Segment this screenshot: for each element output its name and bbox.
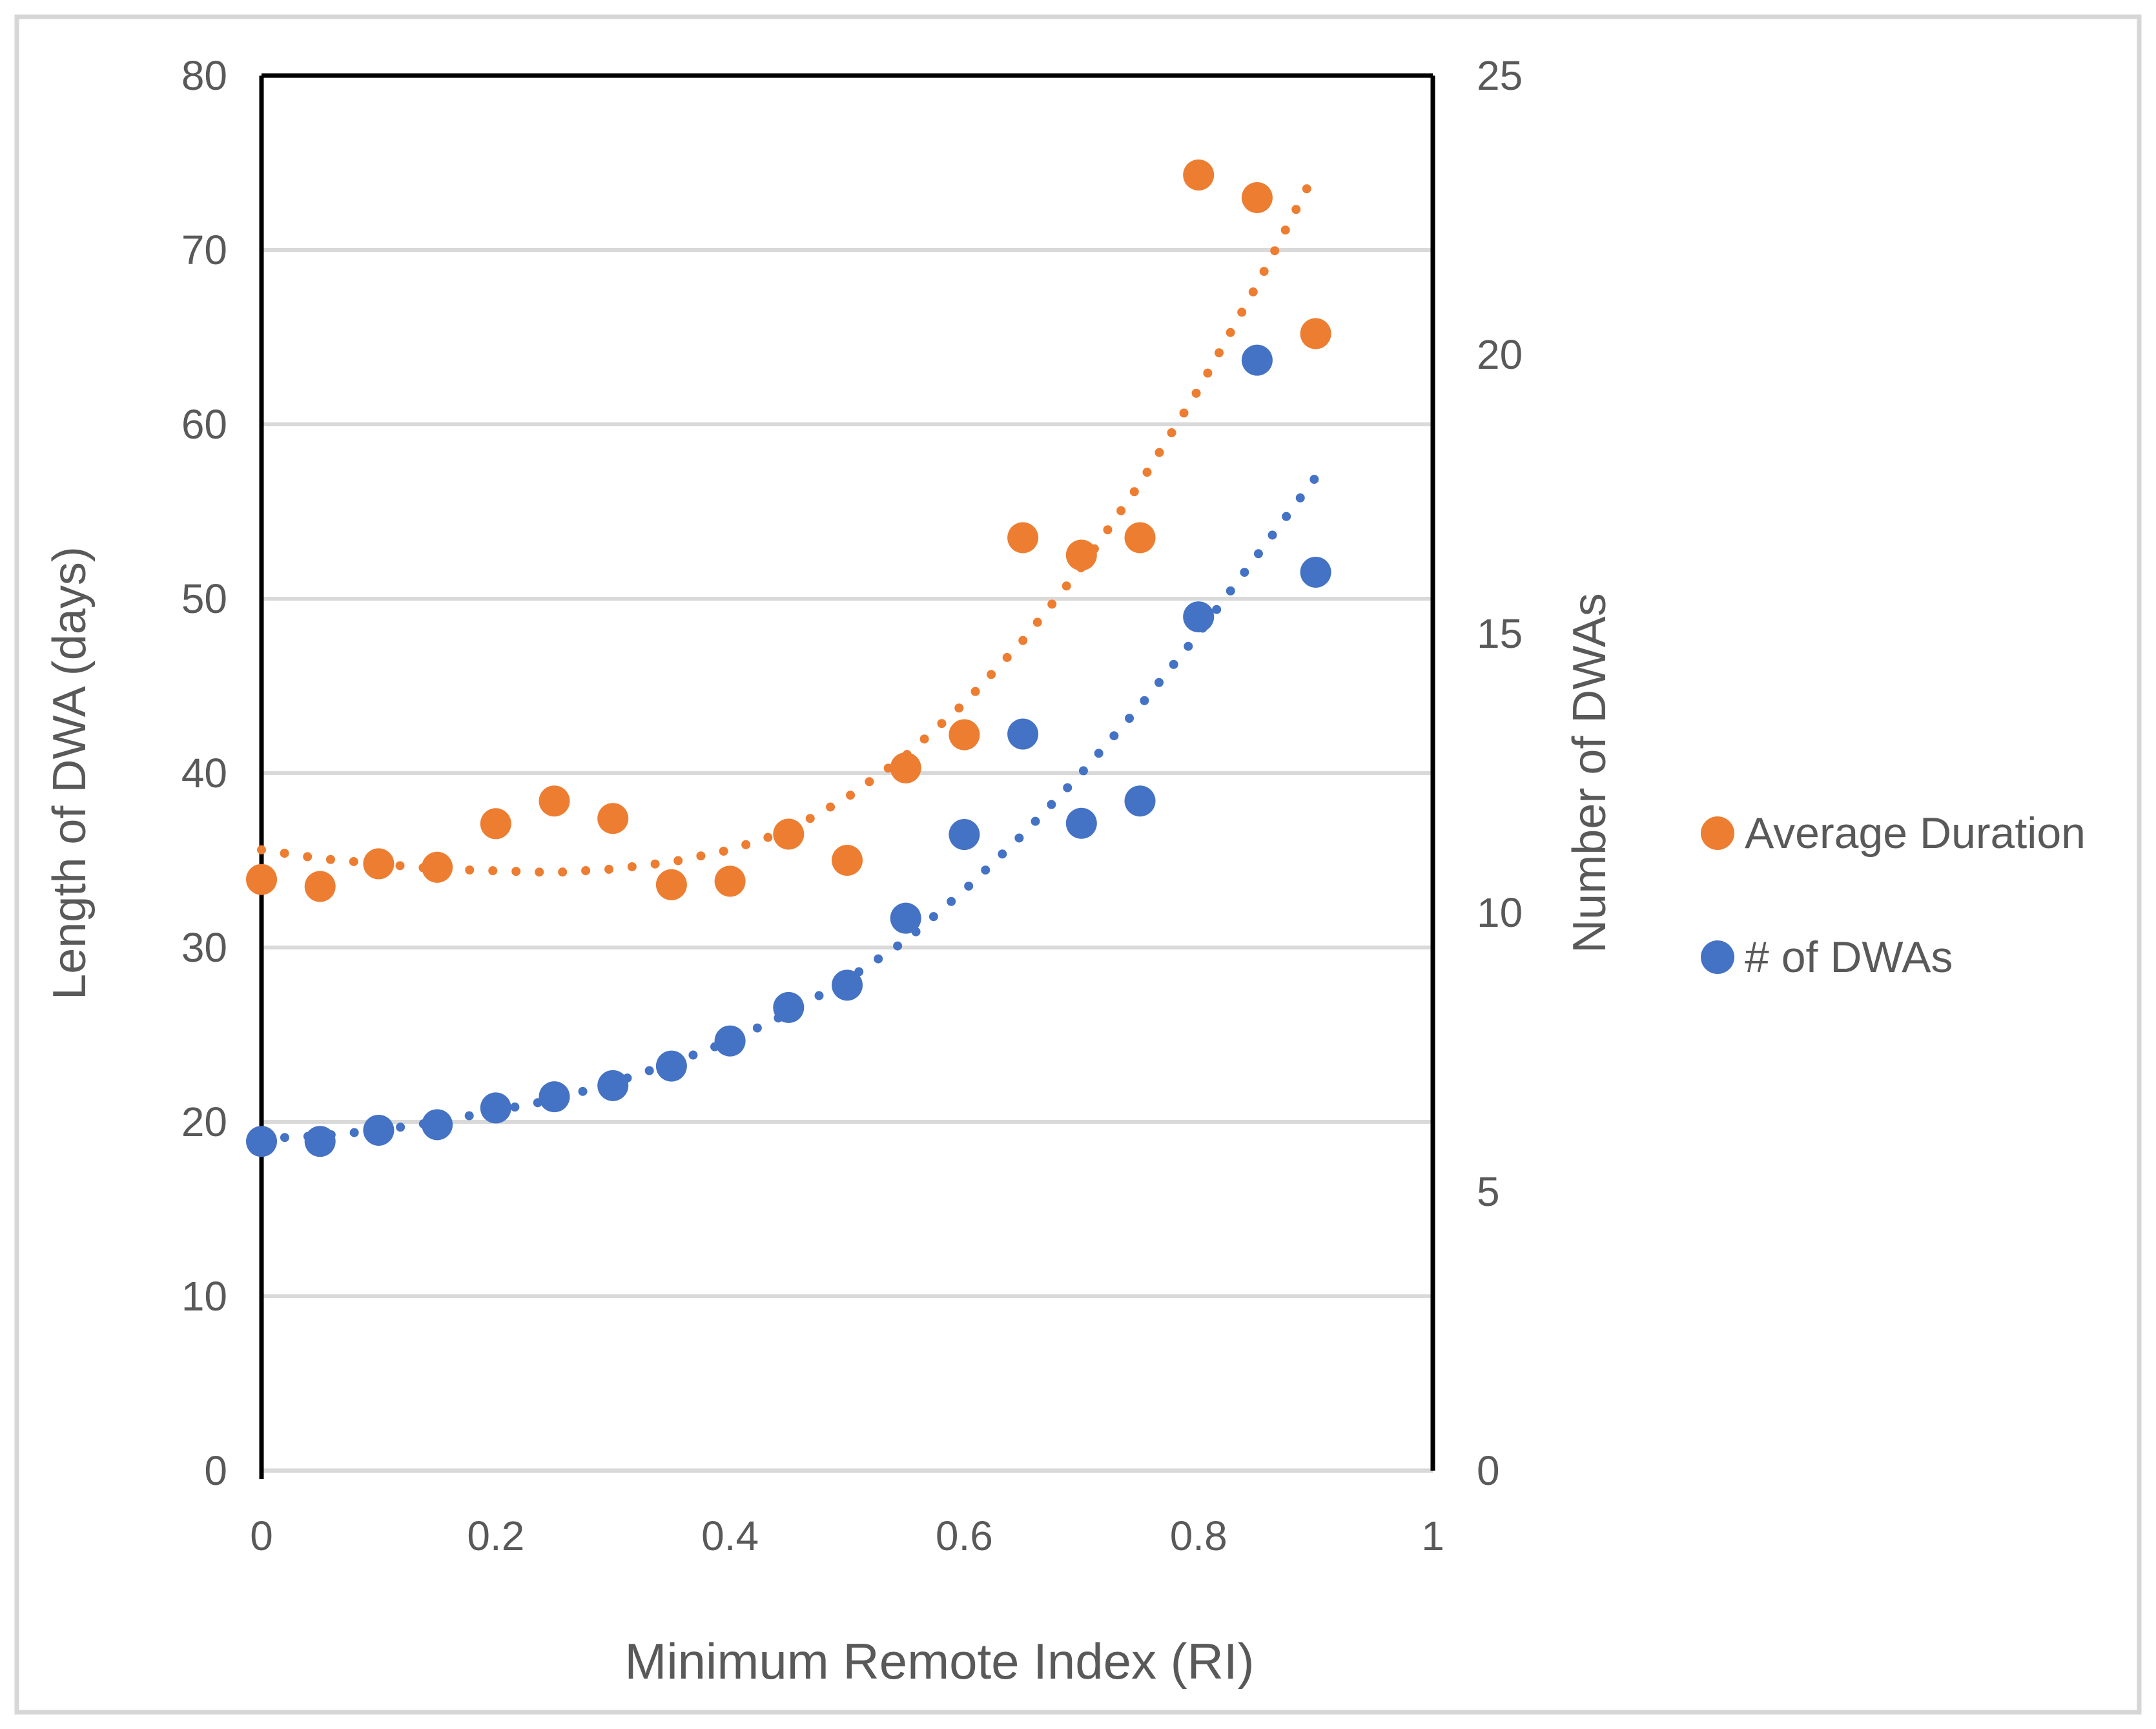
data-point-dwas — [773, 991, 805, 1023]
legend-label: Average Duration — [1745, 809, 2086, 858]
data-point-duration — [773, 818, 805, 850]
y-right-tick-label: 20 — [1477, 331, 1523, 378]
data-point-duration — [890, 752, 921, 783]
data-point-dwas — [422, 1109, 453, 1141]
y-left-tick-label: 0 — [204, 1447, 227, 1494]
data-point-dwas — [246, 1126, 277, 1157]
y-right-tick-label: 0 — [1477, 1447, 1500, 1494]
y-left-tick-label: 80 — [181, 52, 227, 99]
chart-border — [14, 14, 2142, 1715]
data-point-dwas — [714, 1025, 746, 1057]
data-point-duration — [1065, 539, 1097, 571]
x-tick-label: 0.8 — [1170, 1513, 1227, 1559]
data-point-duration — [539, 785, 570, 817]
data-point-dwas — [890, 902, 921, 934]
legend-marker-dwas — [1701, 940, 1734, 974]
y-right-axis-title: Number of DWAs — [1564, 593, 1616, 953]
y-left-tick-label: 60 — [181, 401, 227, 448]
data-point-duration — [363, 848, 395, 880]
data-point-duration — [949, 719, 980, 751]
y-right-tick-label: 5 — [1477, 1168, 1500, 1215]
x-tick-label: 1 — [1421, 1513, 1444, 1559]
legend-marker-duration — [1701, 816, 1734, 850]
y-left-tick-label: 20 — [181, 1099, 227, 1145]
data-point-duration — [480, 808, 511, 840]
data-point-duration — [1183, 159, 1215, 191]
x-tick-label: 0.6 — [936, 1513, 993, 1559]
y-left-tick-label: 70 — [181, 227, 227, 273]
data-point-duration — [304, 871, 336, 902]
y-left-tick-label: 40 — [181, 750, 227, 796]
data-point-dwas — [949, 819, 980, 851]
y-left-tick-label: 30 — [181, 924, 227, 971]
data-point-dwas — [539, 1081, 570, 1113]
data-point-dwas — [1065, 807, 1097, 839]
data-point-dwas — [1124, 785, 1156, 817]
data-point-dwas — [363, 1114, 395, 1146]
x-tick-label: 0.2 — [467, 1513, 524, 1559]
data-point-duration — [1300, 318, 1331, 349]
x-tick-label: 0.4 — [701, 1513, 759, 1559]
y-left-axis-title: Length of DWA (days) — [44, 546, 96, 1000]
y-left-tick-label: 50 — [181, 575, 227, 622]
data-point-dwas — [655, 1050, 687, 1082]
data-point-dwas — [832, 969, 863, 1001]
data-point-duration — [1007, 522, 1039, 554]
y-left-tick-label: 10 — [181, 1273, 227, 1320]
data-point-duration — [597, 803, 629, 834]
data-point-duration — [1124, 522, 1156, 554]
data-point-duration — [246, 864, 277, 895]
x-axis-title: Minimum Remote Index (RI) — [624, 1633, 1254, 1690]
data-point-dwas — [480, 1092, 511, 1124]
data-point-duration — [1241, 182, 1273, 213]
data-point-dwas — [1241, 344, 1273, 376]
data-point-dwas — [1007, 718, 1039, 750]
data-point-duration — [714, 865, 746, 897]
x-tick-label: 0 — [250, 1513, 273, 1559]
data-point-dwas — [597, 1070, 629, 1101]
legend-label: # of DWAs — [1745, 933, 1953, 982]
y-right-tick-label: 25 — [1477, 52, 1523, 99]
data-point-duration — [832, 845, 863, 876]
data-point-dwas — [1300, 556, 1331, 588]
y-right-tick-label: 15 — [1477, 610, 1523, 657]
data-point-duration — [422, 851, 453, 883]
data-point-duration — [655, 869, 687, 900]
y-right-tick-label: 10 — [1477, 889, 1523, 936]
data-point-dwas — [304, 1126, 336, 1157]
data-point-dwas — [1183, 601, 1215, 633]
